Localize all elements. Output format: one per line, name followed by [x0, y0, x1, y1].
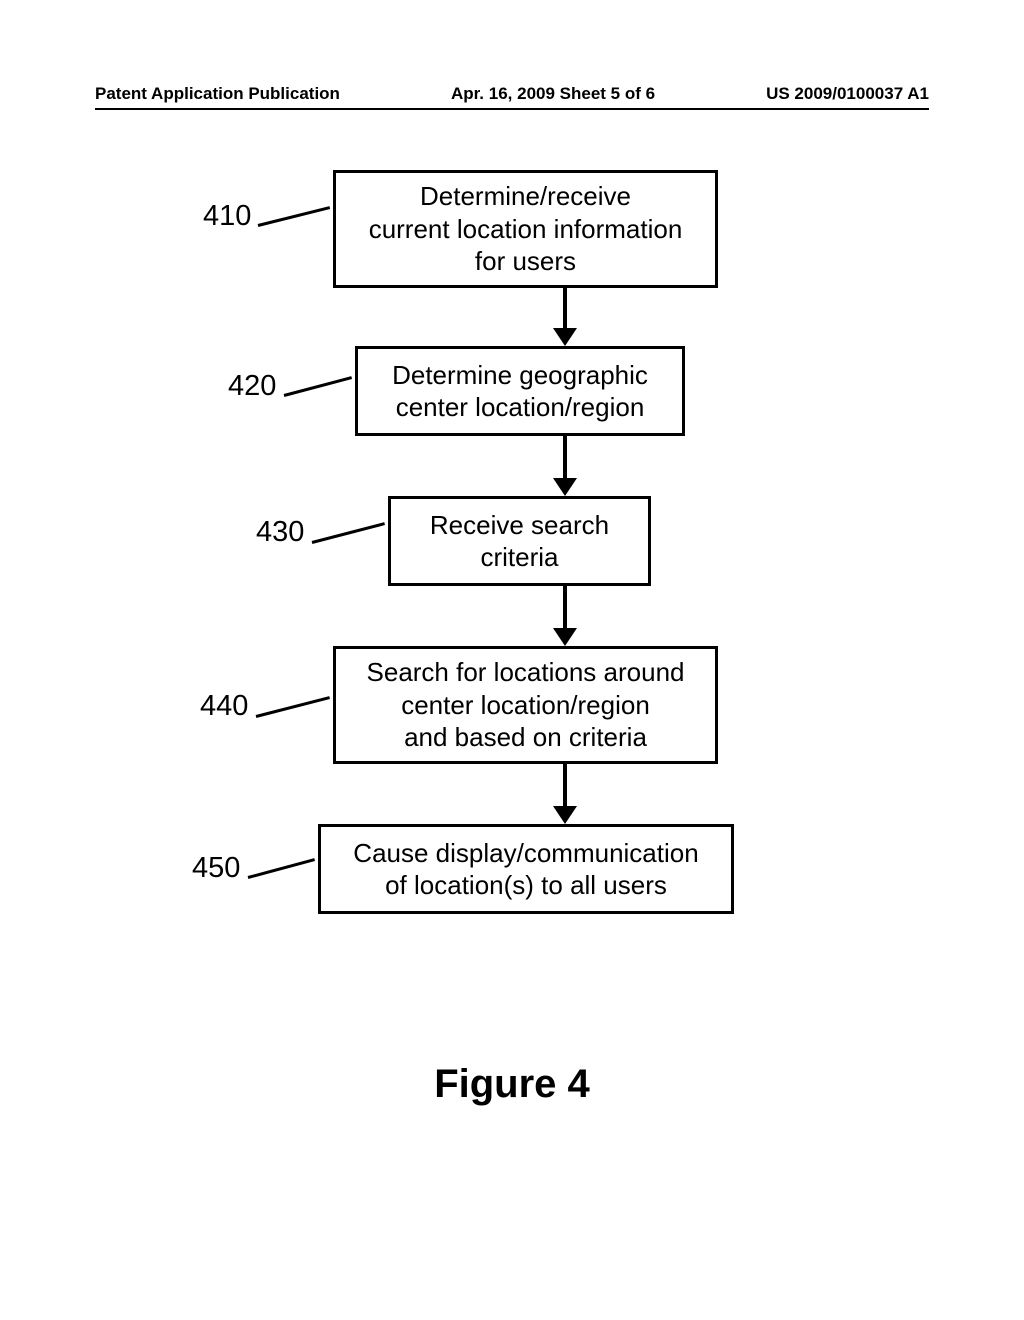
- arrow-head-icon: [553, 806, 577, 824]
- page-header: Patent Application Publication Apr. 16, …: [95, 84, 929, 104]
- arrow-stem: [563, 586, 567, 628]
- reference-number: 420: [228, 370, 276, 403]
- flow-node-text: Receive searchcriteria: [430, 509, 609, 574]
- leader-line: [284, 376, 353, 397]
- leader-line: [258, 206, 331, 227]
- leader-line: [256, 696, 331, 718]
- reference-number: 450: [192, 852, 240, 885]
- arrow-head-icon: [553, 328, 577, 346]
- figure-caption: Figure 4: [0, 1062, 1024, 1107]
- header-rule: [95, 108, 929, 110]
- header-left: Patent Application Publication: [95, 84, 340, 104]
- flow-node-text: Determine geographiccenter location/regi…: [392, 359, 648, 424]
- flow-node: Cause display/communicationof location(s…: [318, 824, 734, 914]
- leader-line: [248, 858, 316, 879]
- arrow-head-icon: [553, 628, 577, 646]
- header-center: Apr. 16, 2009 Sheet 5 of 6: [451, 84, 655, 104]
- arrow-stem: [563, 436, 567, 478]
- arrow-head-icon: [553, 478, 577, 496]
- reference-number: 410: [203, 200, 251, 233]
- flow-node: Search for locations aroundcenter locati…: [333, 646, 718, 764]
- flow-node: Determine geographiccenter location/regi…: [355, 346, 685, 436]
- flow-node: Receive searchcriteria: [388, 496, 651, 586]
- flow-node-text: Cause display/communicationof location(s…: [353, 837, 698, 902]
- header-right: US 2009/0100037 A1: [766, 84, 929, 104]
- flow-node-text: Determine/receivecurrent location inform…: [369, 180, 683, 278]
- arrow-stem: [563, 288, 567, 328]
- reference-number: 440: [200, 690, 248, 723]
- leader-line: [312, 522, 386, 544]
- patent-page: Patent Application Publication Apr. 16, …: [0, 0, 1024, 1320]
- reference-number: 430: [256, 516, 304, 549]
- flow-node: Determine/receivecurrent location inform…: [333, 170, 718, 288]
- flow-node-text: Search for locations aroundcenter locati…: [367, 656, 685, 754]
- arrow-stem: [563, 764, 567, 806]
